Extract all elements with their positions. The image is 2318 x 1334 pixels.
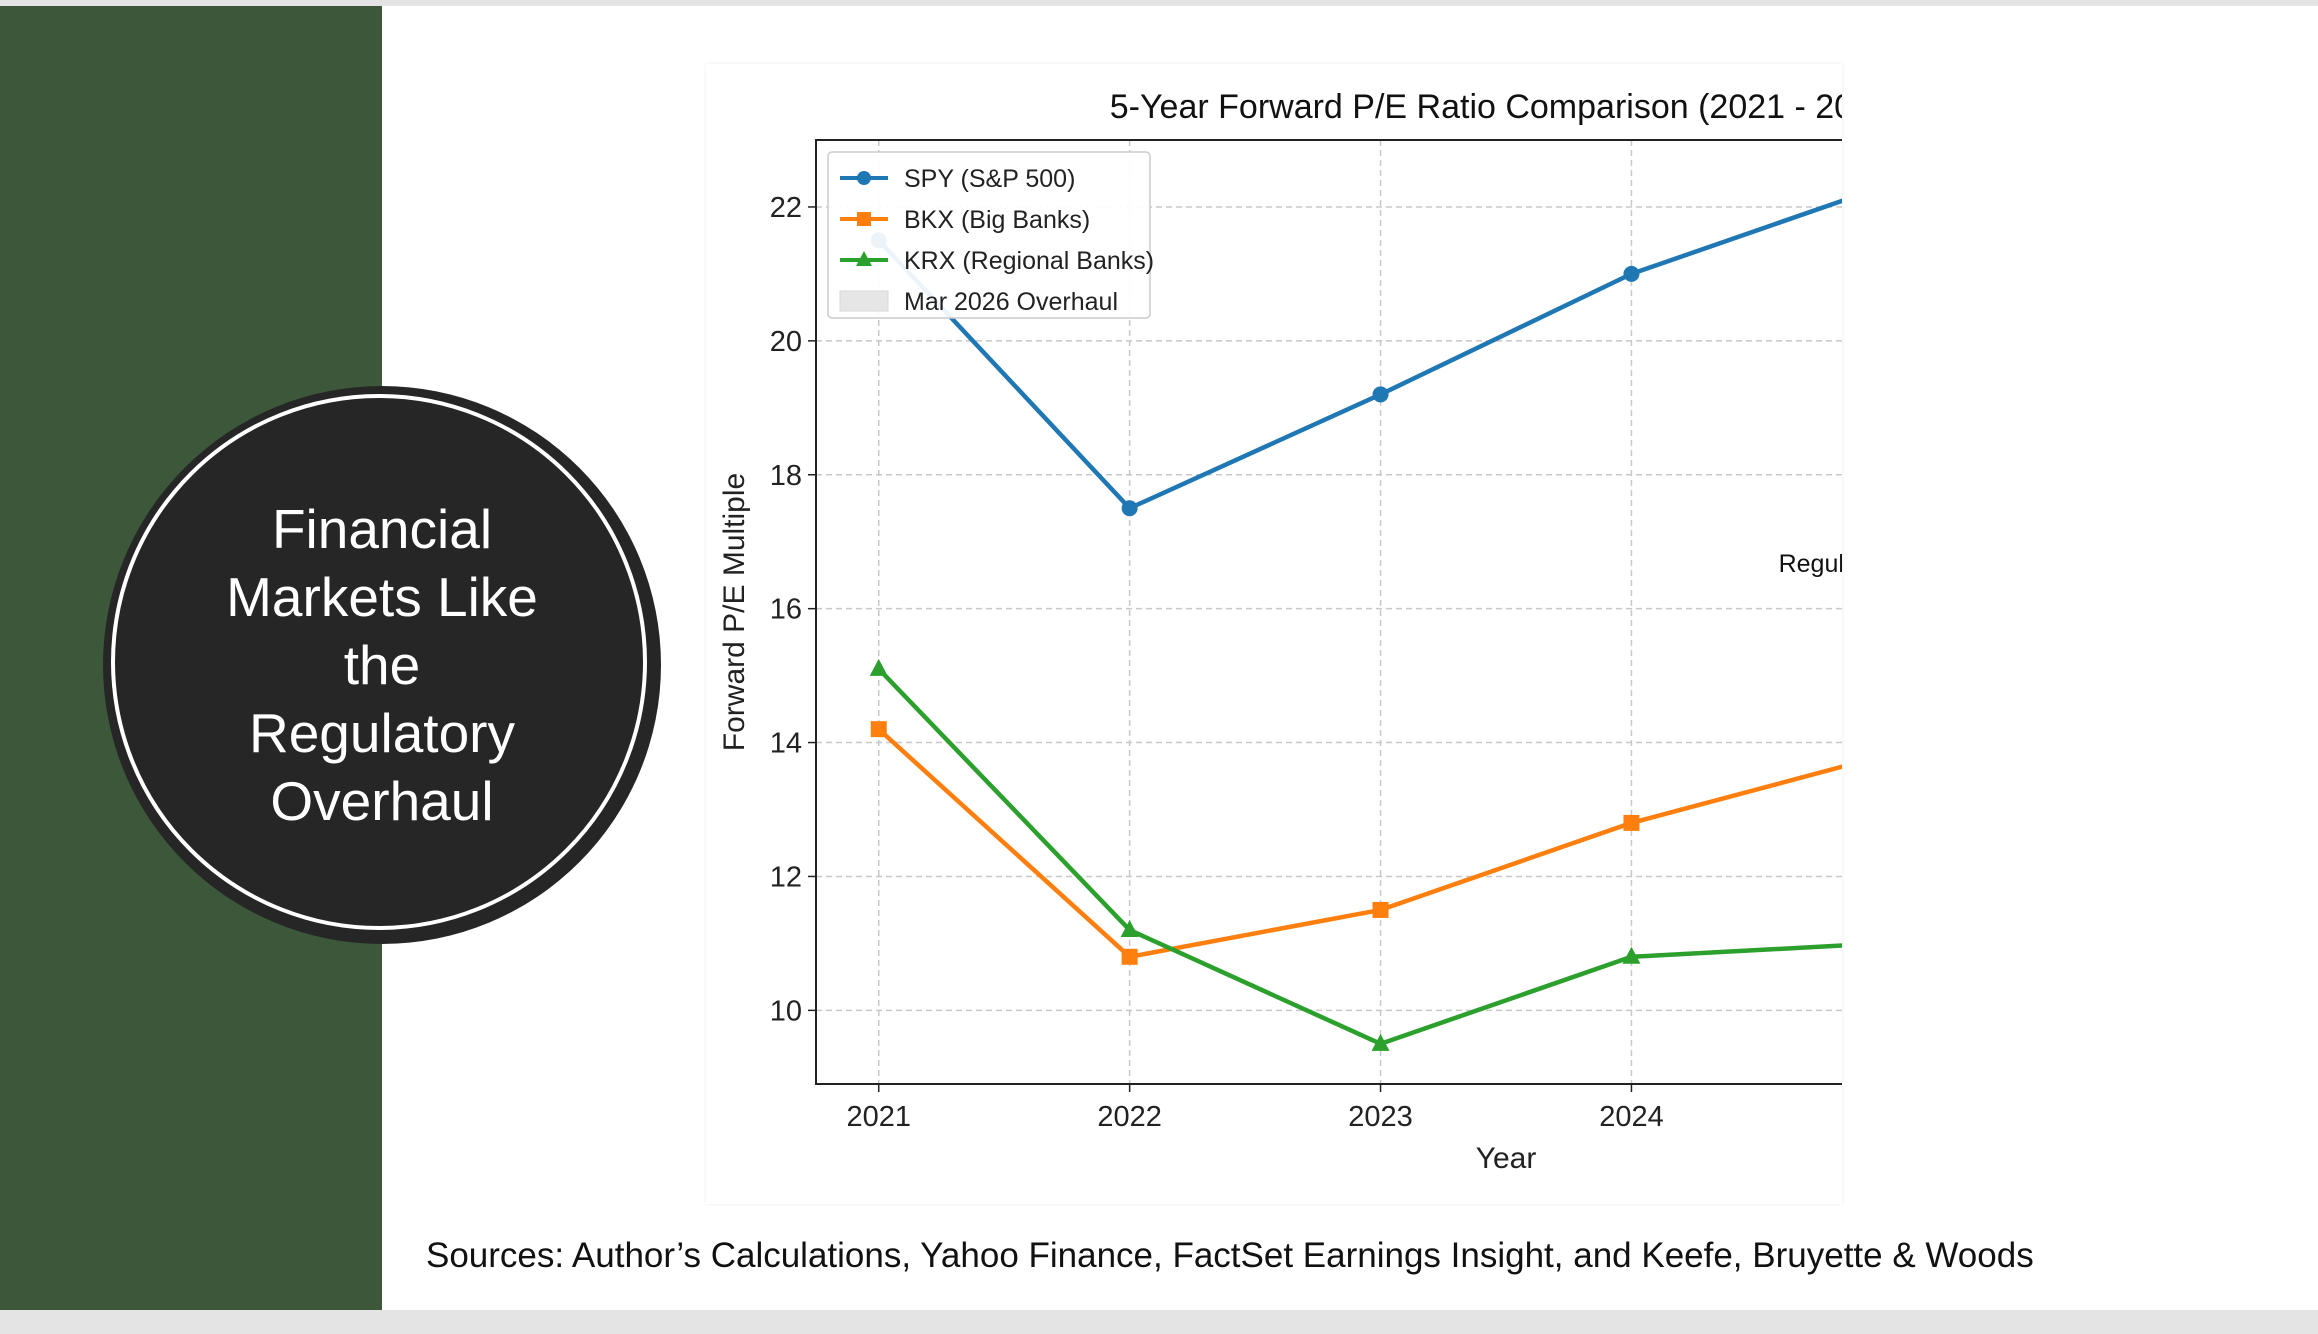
legend-swatch-highlight [839, 290, 889, 312]
badge-title: Financial Markets Like the Regulatory Ov… [226, 498, 538, 832]
data-point-s0-2023 [1372, 386, 1389, 403]
data-point-s2-2022 [1120, 920, 1139, 938]
legend-marker-0 [857, 171, 871, 185]
x-axis-title: Year [1476, 1142, 1537, 1175]
legend-label-2: KRX (Regional Banks) [904, 247, 1154, 275]
x-tick-label: 2023 [1348, 1101, 1413, 1133]
y-tick-label: 20 [770, 326, 802, 358]
chart-title: 5-Year Forward P/E Ratio Comparison (202… [1110, 88, 1842, 126]
chart-image: 10121416182022202120222023202420252026Re… [706, 64, 1842, 1204]
legend-label-1: BKX (Big Banks) [904, 206, 1090, 234]
data-point-s2-2021 [869, 658, 888, 676]
y-tick-label: 12 [770, 861, 802, 893]
data-point-s1-2021 [870, 721, 887, 738]
data-point-s0-2024 [1623, 265, 1640, 282]
legend-box [827, 151, 1151, 319]
legend-marker-2 [856, 251, 872, 266]
x-tick-label: 2022 [1097, 1101, 1162, 1133]
slide: Financial Markets Like the Regulatory Ov… [0, 6, 2318, 1310]
legend-label-0: SPY (S&P 500) [904, 165, 1075, 193]
series-line-1 [877, 727, 1842, 960]
y-tick-label: 16 [770, 594, 802, 626]
data-point-s1-2023 [1372, 901, 1389, 918]
y-tick-label: 14 [770, 728, 802, 760]
plot-frame [815, 139, 1842, 1085]
legend-label-3: Mar 2026 Overhaul [904, 288, 1118, 316]
series-line-0 [877, 198, 1842, 511]
data-point-s1-2024 [1623, 814, 1640, 831]
x-tick-label: 2024 [1599, 1101, 1664, 1133]
y-tick-label: 22 [770, 192, 802, 224]
y-tick-label: 10 [770, 995, 802, 1027]
y-tick-label: 18 [770, 460, 802, 492]
x-tick-label: 2021 [846, 1101, 911, 1133]
legend-marker-1 [857, 212, 871, 226]
title-badge: Financial Markets Like the Regulatory Ov… [103, 386, 661, 944]
sources-caption: Sources: Author’s Calculations, Yahoo Fi… [426, 1236, 2034, 1275]
data-point-s1-2022 [1121, 948, 1138, 965]
pe-ratio-chart: 10121416182022202120222023202420252026Re… [718, 88, 1842, 1175]
annotation-label: Regulatory Re-rating [1779, 550, 1842, 578]
data-point-s0-2022 [1121, 500, 1138, 517]
series-line-2 [877, 667, 1842, 1047]
data-point-s2-2023 [1371, 1033, 1390, 1051]
y-axis-title: Forward P/E Multiple [718, 473, 751, 751]
data-point-s2-2024 [1622, 946, 1641, 964]
badge-ring [111, 394, 647, 930]
